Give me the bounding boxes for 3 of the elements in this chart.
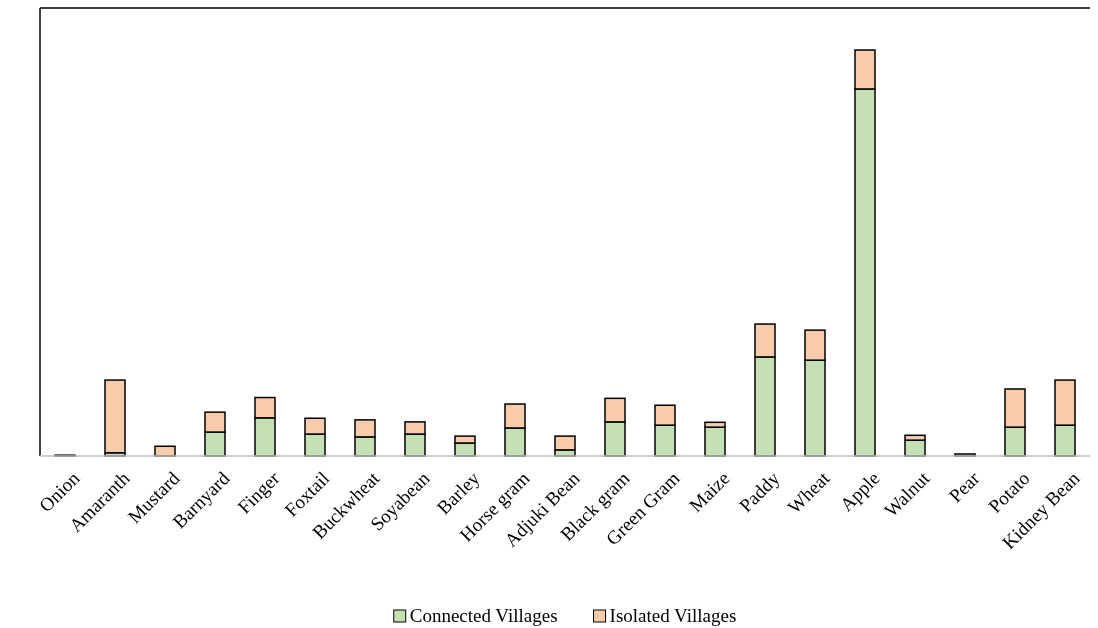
legend-label: Connected Villages [409, 605, 558, 626]
x-tick-label: Pear [944, 467, 984, 507]
legend-label: Isolated Villages [609, 605, 737, 626]
